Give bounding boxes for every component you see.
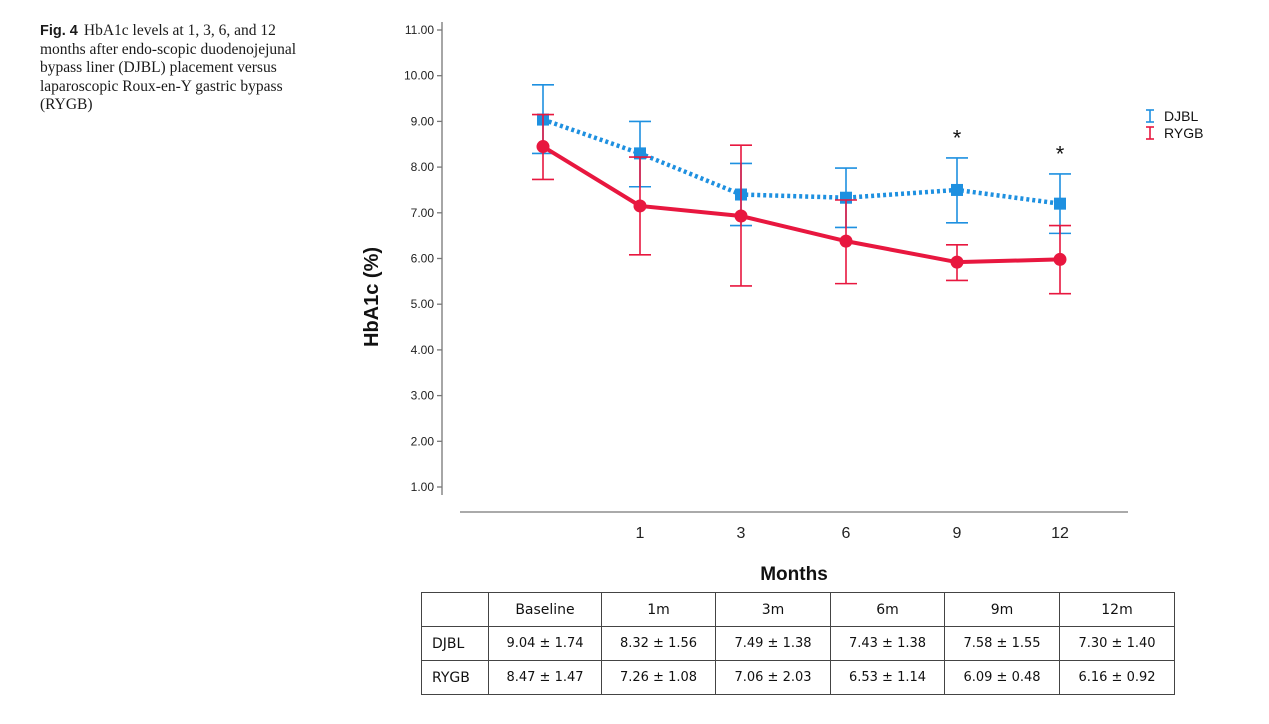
x-axis: 1 3 6 9 12 (460, 511, 1128, 542)
table-row: RYGB 8.47 ± 1.47 7.26 ± 1.08 7.06 ± 2.03… (421, 660, 1175, 695)
y-tick-label: 9.00 (411, 114, 435, 128)
table-cell: 6.16 ± 0.92 (1059, 660, 1175, 695)
significance-marker: * (953, 125, 962, 150)
data-point (950, 255, 964, 269)
table-row: DJBL 9.04 ± 1.74 8.32 ± 1.56 7.49 ± 1.38… (421, 626, 1175, 661)
table-cell: 7.30 ± 1.40 (1059, 626, 1175, 661)
y-tick-label: 4.00 (411, 343, 435, 357)
table-header-row: Baseline 1m 3m 6m 9m 12m (421, 592, 1175, 627)
series-rygb (532, 113, 1071, 295)
data-point (1054, 197, 1066, 210)
table-header-cell: 1m (601, 592, 716, 627)
y-tick-label: 10.00 (404, 69, 434, 83)
data-point (951, 183, 963, 196)
x-tick-label: 1 (636, 525, 645, 542)
table-cell: 8.32 ± 1.56 (601, 626, 716, 661)
data-point (734, 209, 748, 223)
table-cell: 7.06 ± 2.03 (715, 660, 831, 695)
y-tick-label: 11.00 (405, 23, 434, 37)
table-cell: 8.47 ± 1.47 (488, 660, 602, 695)
table-header-cell: 6m (830, 592, 945, 627)
series-line (542, 117, 1061, 206)
x-tick-label: 6 (842, 525, 851, 542)
table-cell: 6.09 ± 0.48 (944, 660, 1060, 695)
table-header-cell: 12m (1059, 592, 1175, 627)
data-point (839, 234, 853, 248)
table-cell: 7.58 ± 1.55 (944, 626, 1060, 661)
x-tick-label: 3 (737, 525, 746, 542)
table-header-cell: Baseline (488, 592, 602, 627)
y-tick-label: 8.00 (411, 160, 435, 174)
figure-caption: Fig. 4 HbA1c levels at 1, 3, 6, and 12 mo… (40, 22, 305, 115)
y-tick-label: 3.00 (411, 389, 435, 403)
annotations: ** (953, 125, 1065, 166)
hba1c-line-chart: 1.00 2.00 3.00 4.00 5.00 6.00 7.00 8.00 9.00 10.0… (361, 22, 1203, 585)
table-cell: 9.04 ± 1.74 (488, 626, 602, 661)
y-tick-label: 6.00 (411, 252, 435, 266)
table-row-label: DJBL (421, 626, 489, 661)
table-cell: 7.26 ± 1.08 (601, 660, 716, 695)
data-point (536, 140, 550, 154)
table-header-cell (421, 592, 489, 627)
data-point (633, 199, 647, 213)
figure-label: Fig. 4 (40, 23, 78, 39)
y-axis-label: HbA1c (%) (361, 247, 383, 347)
caption-text: HbA1c levels at 1, 3, 6, and 12 months a… (40, 22, 297, 113)
y-tick-label: 5.00 (411, 297, 435, 311)
y-tick-label: 2.00 (411, 434, 435, 448)
x-tick-label: 9 (953, 525, 962, 542)
table-row-label: RYGB (421, 660, 489, 695)
y-axis: 1.00 2.00 3.00 4.00 5.00 6.00 7.00 8.00 9.00 10.0… (404, 22, 443, 495)
summary-table: Baseline 1m 3m 6m 9m 12m DJBL 9.04 ± 1.7… (421, 592, 1175, 695)
legend-label: DJBL (1164, 108, 1198, 124)
y-tick-label: 1.00 (411, 480, 435, 494)
table-cell: 6.53 ± 1.14 (830, 660, 945, 695)
data-point (1053, 252, 1067, 266)
table-header-cell: 3m (715, 592, 831, 627)
table-header-cell: 9m (944, 592, 1060, 627)
legend-label: RYGB (1164, 125, 1203, 141)
x-axis-label: Months (760, 564, 828, 585)
table-cell: 7.49 ± 1.38 (715, 626, 831, 661)
table-cell: 7.43 ± 1.38 (830, 626, 945, 661)
series-line (541, 144, 1061, 265)
y-tick-label: 7.00 (411, 206, 435, 220)
x-tick-label: 12 (1051, 525, 1069, 542)
series-djbl (532, 84, 1071, 235)
significance-marker: * (1056, 141, 1065, 166)
series-layer (532, 84, 1071, 295)
